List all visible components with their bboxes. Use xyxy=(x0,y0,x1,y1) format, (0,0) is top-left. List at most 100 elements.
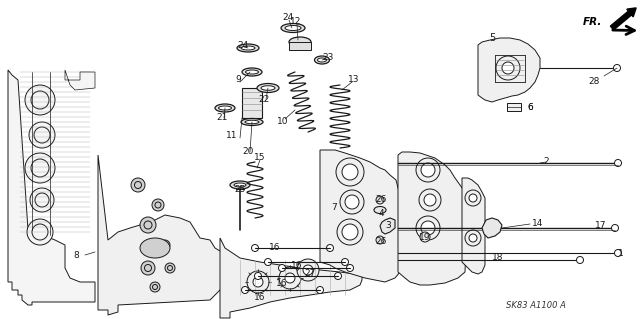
Ellipse shape xyxy=(257,84,279,93)
Polygon shape xyxy=(8,70,95,305)
Text: 26: 26 xyxy=(375,196,387,204)
Circle shape xyxy=(342,164,358,180)
Text: 4: 4 xyxy=(378,210,384,219)
Circle shape xyxy=(420,232,430,242)
Text: 19: 19 xyxy=(419,233,431,241)
Circle shape xyxy=(465,230,481,246)
Polygon shape xyxy=(478,38,540,102)
Circle shape xyxy=(614,249,621,256)
Text: 17: 17 xyxy=(595,221,607,231)
Ellipse shape xyxy=(230,181,250,189)
Text: 16: 16 xyxy=(291,261,303,270)
Circle shape xyxy=(416,216,440,240)
Circle shape xyxy=(25,153,55,183)
Text: 2: 2 xyxy=(543,157,549,166)
Circle shape xyxy=(29,122,55,148)
Text: 16: 16 xyxy=(269,243,281,253)
Text: 16: 16 xyxy=(254,293,266,301)
Circle shape xyxy=(150,282,160,292)
Text: 25: 25 xyxy=(234,184,246,194)
Polygon shape xyxy=(320,150,400,282)
Text: 7: 7 xyxy=(331,203,337,211)
Circle shape xyxy=(335,272,342,279)
Text: 28: 28 xyxy=(588,78,600,86)
Text: 11: 11 xyxy=(225,131,237,140)
Text: 6: 6 xyxy=(527,102,533,112)
Text: 21: 21 xyxy=(216,114,228,122)
Circle shape xyxy=(376,236,384,244)
Circle shape xyxy=(32,224,48,240)
Text: 14: 14 xyxy=(532,219,544,228)
Ellipse shape xyxy=(281,24,305,33)
Circle shape xyxy=(469,234,477,242)
Circle shape xyxy=(255,272,262,279)
Ellipse shape xyxy=(317,58,326,62)
Text: SK83 A1100 A: SK83 A1100 A xyxy=(506,300,566,309)
Text: 13: 13 xyxy=(348,76,360,85)
Ellipse shape xyxy=(234,183,246,187)
Circle shape xyxy=(342,224,358,240)
Circle shape xyxy=(27,219,53,245)
Ellipse shape xyxy=(245,120,259,124)
Text: 20: 20 xyxy=(243,147,253,157)
Circle shape xyxy=(326,244,333,251)
Polygon shape xyxy=(65,70,95,90)
Circle shape xyxy=(165,263,175,273)
Text: 24: 24 xyxy=(282,13,294,23)
Circle shape xyxy=(303,265,313,275)
Circle shape xyxy=(247,271,269,293)
Ellipse shape xyxy=(237,44,259,52)
Circle shape xyxy=(144,221,152,229)
Text: FR.: FR. xyxy=(582,17,602,27)
Circle shape xyxy=(152,285,157,290)
Circle shape xyxy=(469,194,477,202)
Ellipse shape xyxy=(215,104,235,112)
Polygon shape xyxy=(482,218,502,238)
Circle shape xyxy=(342,258,349,265)
Polygon shape xyxy=(220,238,362,318)
Ellipse shape xyxy=(242,68,262,76)
Text: 18: 18 xyxy=(492,254,504,263)
Circle shape xyxy=(416,158,440,182)
Circle shape xyxy=(421,221,435,235)
Circle shape xyxy=(35,193,49,207)
Circle shape xyxy=(502,62,514,74)
Circle shape xyxy=(317,286,323,293)
Circle shape xyxy=(145,264,152,271)
Circle shape xyxy=(264,258,271,265)
Circle shape xyxy=(252,244,259,251)
Text: 10: 10 xyxy=(277,116,289,125)
Circle shape xyxy=(140,217,156,233)
Circle shape xyxy=(168,265,173,271)
Circle shape xyxy=(152,199,164,211)
Polygon shape xyxy=(398,152,468,285)
Circle shape xyxy=(31,91,49,109)
Bar xyxy=(289,42,311,50)
Circle shape xyxy=(340,190,364,214)
Circle shape xyxy=(337,219,363,245)
Circle shape xyxy=(30,188,54,212)
Ellipse shape xyxy=(289,37,311,47)
Circle shape xyxy=(421,163,435,177)
Text: 1: 1 xyxy=(618,249,624,258)
Circle shape xyxy=(155,202,161,208)
Circle shape xyxy=(346,264,353,271)
Circle shape xyxy=(614,160,621,167)
Text: 3: 3 xyxy=(385,220,391,229)
Circle shape xyxy=(611,225,618,232)
Circle shape xyxy=(141,261,155,275)
Circle shape xyxy=(278,264,285,271)
Text: 22: 22 xyxy=(259,95,269,105)
Polygon shape xyxy=(380,218,395,234)
Circle shape xyxy=(279,267,301,289)
Circle shape xyxy=(34,127,50,143)
Circle shape xyxy=(134,182,141,189)
Bar xyxy=(507,103,521,111)
Text: 26: 26 xyxy=(375,238,387,247)
Text: 27: 27 xyxy=(304,269,316,278)
Ellipse shape xyxy=(241,118,263,125)
Text: 15: 15 xyxy=(254,153,266,162)
Circle shape xyxy=(577,256,584,263)
Circle shape xyxy=(345,195,359,209)
Text: 16: 16 xyxy=(276,278,288,287)
